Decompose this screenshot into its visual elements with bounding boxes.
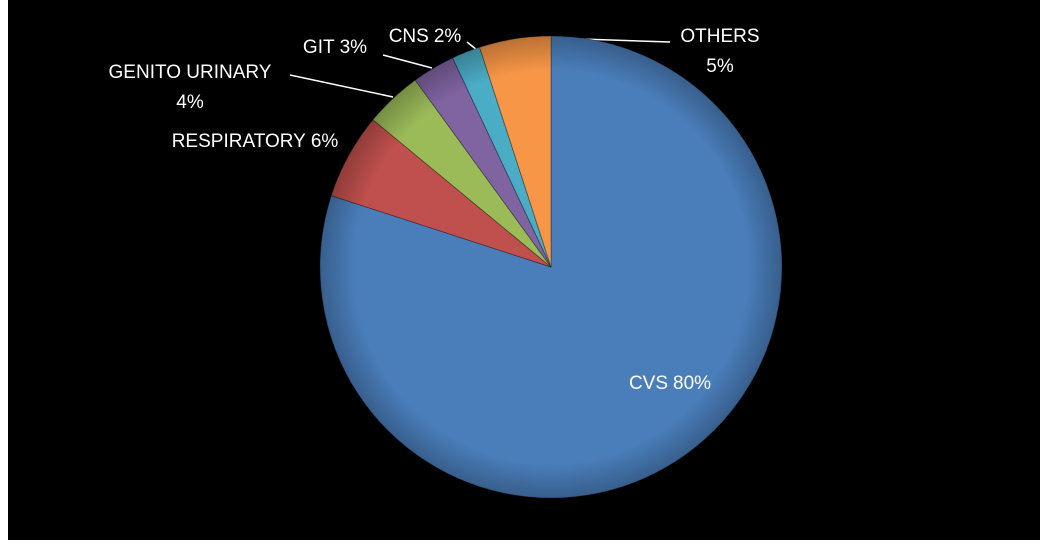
label-value: 80% xyxy=(673,373,711,394)
label-value: 2% xyxy=(434,26,462,47)
data-label: GIT 3% xyxy=(303,37,367,58)
label-value: 6% xyxy=(311,131,339,152)
data-label: CNS 2% xyxy=(389,26,462,47)
data-label: CVS 80% xyxy=(629,373,711,394)
label-category: GENITO URINARY xyxy=(109,62,272,83)
data-label: OTHERS 5% xyxy=(680,26,759,77)
label-category: GIT xyxy=(303,37,335,58)
data-label: GENITO URINARY 4% xyxy=(109,62,272,113)
label-category: CVS xyxy=(629,373,668,394)
label-category: RESPIRATORY xyxy=(172,131,306,152)
pie xyxy=(319,35,783,499)
data-label: RESPIRATORY 6% xyxy=(172,131,339,152)
label-category: OTHERS xyxy=(680,26,759,47)
label-category: CNS xyxy=(389,26,429,47)
label-value: 5% xyxy=(706,56,734,77)
data-labels: CVS 80% RESPIRATORY 6% GENITO URINARY 4% GIT 3%… xyxy=(109,26,760,394)
label-value: 4% xyxy=(176,92,204,113)
label-value: 3% xyxy=(340,37,368,58)
